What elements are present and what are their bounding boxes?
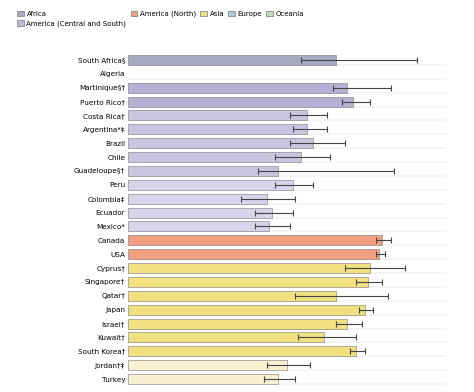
Bar (128, 374, 446, 384)
Bar (128, 249, 446, 259)
Bar (128, 360, 287, 370)
Bar (128, 332, 324, 343)
Bar (128, 152, 301, 162)
Legend: Africa, America (Central and South), America (North), Asia, Europe, Oceania: Africa, America (Central and South), Ame… (17, 11, 304, 27)
Bar (128, 221, 269, 231)
Bar (128, 291, 446, 301)
Bar (128, 277, 368, 287)
Bar (128, 235, 446, 245)
Bar (128, 124, 307, 134)
Bar (128, 360, 446, 370)
Bar (128, 96, 353, 107)
Bar (128, 208, 446, 218)
Bar (128, 249, 379, 259)
Bar (128, 124, 446, 134)
Bar (128, 194, 446, 204)
Bar (128, 332, 446, 343)
Bar (128, 305, 446, 315)
Bar (128, 152, 446, 162)
Bar (128, 291, 336, 301)
Bar (128, 263, 446, 273)
Bar (128, 166, 278, 176)
Bar (128, 180, 446, 190)
Bar (128, 55, 446, 65)
Bar (128, 55, 336, 65)
Bar (128, 111, 446, 120)
Bar (128, 263, 371, 273)
Bar (128, 346, 446, 356)
Bar (128, 83, 347, 93)
Bar (128, 111, 307, 120)
Bar (128, 166, 446, 176)
Bar (128, 138, 313, 148)
Bar (128, 277, 446, 287)
Bar (128, 96, 446, 107)
Bar (128, 208, 273, 218)
Bar (128, 319, 446, 328)
Bar (128, 83, 446, 93)
Bar (128, 69, 446, 79)
Bar (128, 221, 446, 231)
Bar (128, 180, 292, 190)
Bar (128, 374, 278, 384)
Bar (128, 194, 266, 204)
Bar (128, 319, 347, 328)
Bar (128, 346, 356, 356)
Bar (128, 235, 382, 245)
Bar (128, 305, 365, 315)
Bar (128, 138, 446, 148)
